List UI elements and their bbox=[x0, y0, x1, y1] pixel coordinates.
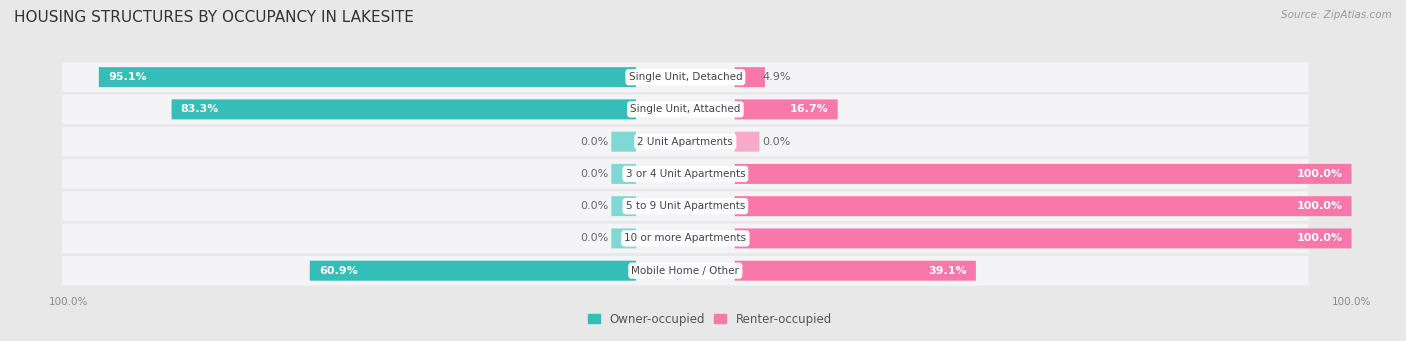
Text: 10 or more Apartments: 10 or more Apartments bbox=[624, 234, 747, 243]
Text: 95.1%: 95.1% bbox=[108, 72, 146, 82]
Text: 100.0%: 100.0% bbox=[1296, 169, 1343, 179]
FancyBboxPatch shape bbox=[62, 159, 1309, 189]
FancyBboxPatch shape bbox=[62, 127, 1309, 157]
Text: HOUSING STRUCTURES BY OCCUPANCY IN LAKESITE: HOUSING STRUCTURES BY OCCUPANCY IN LAKES… bbox=[14, 10, 413, 25]
FancyBboxPatch shape bbox=[62, 224, 1309, 253]
Text: 0.0%: 0.0% bbox=[581, 234, 609, 243]
FancyBboxPatch shape bbox=[612, 164, 636, 184]
FancyBboxPatch shape bbox=[172, 99, 636, 119]
Text: 2 Unit Apartments: 2 Unit Apartments bbox=[637, 137, 734, 147]
FancyBboxPatch shape bbox=[735, 132, 759, 152]
Text: 4.9%: 4.9% bbox=[762, 72, 792, 82]
Text: 39.1%: 39.1% bbox=[928, 266, 966, 276]
FancyBboxPatch shape bbox=[612, 228, 636, 249]
FancyBboxPatch shape bbox=[612, 132, 636, 152]
FancyBboxPatch shape bbox=[612, 196, 636, 216]
Text: 60.9%: 60.9% bbox=[319, 266, 357, 276]
FancyBboxPatch shape bbox=[62, 62, 1309, 92]
FancyBboxPatch shape bbox=[735, 99, 838, 119]
Text: 83.3%: 83.3% bbox=[181, 104, 219, 114]
FancyBboxPatch shape bbox=[98, 67, 636, 87]
Text: 0.0%: 0.0% bbox=[581, 201, 609, 211]
FancyBboxPatch shape bbox=[735, 196, 1351, 216]
Text: 0.0%: 0.0% bbox=[581, 169, 609, 179]
FancyBboxPatch shape bbox=[735, 164, 1351, 184]
FancyBboxPatch shape bbox=[735, 67, 765, 87]
Text: Single Unit, Attached: Single Unit, Attached bbox=[630, 104, 741, 114]
Legend: Owner-occupied, Renter-occupied: Owner-occupied, Renter-occupied bbox=[583, 308, 837, 330]
Text: 5 to 9 Unit Apartments: 5 to 9 Unit Apartments bbox=[626, 201, 745, 211]
FancyBboxPatch shape bbox=[62, 256, 1309, 285]
FancyBboxPatch shape bbox=[62, 191, 1309, 221]
FancyBboxPatch shape bbox=[62, 94, 1309, 124]
Text: 0.0%: 0.0% bbox=[762, 137, 790, 147]
Text: Source: ZipAtlas.com: Source: ZipAtlas.com bbox=[1281, 10, 1392, 20]
Text: 100.0%: 100.0% bbox=[1296, 201, 1343, 211]
FancyBboxPatch shape bbox=[309, 261, 636, 281]
Text: 0.0%: 0.0% bbox=[581, 137, 609, 147]
FancyBboxPatch shape bbox=[735, 261, 976, 281]
Text: Mobile Home / Other: Mobile Home / Other bbox=[631, 266, 740, 276]
Text: 100.0%: 100.0% bbox=[1296, 234, 1343, 243]
Text: Single Unit, Detached: Single Unit, Detached bbox=[628, 72, 742, 82]
FancyBboxPatch shape bbox=[735, 228, 1351, 249]
Text: 16.7%: 16.7% bbox=[790, 104, 828, 114]
Text: 3 or 4 Unit Apartments: 3 or 4 Unit Apartments bbox=[626, 169, 745, 179]
